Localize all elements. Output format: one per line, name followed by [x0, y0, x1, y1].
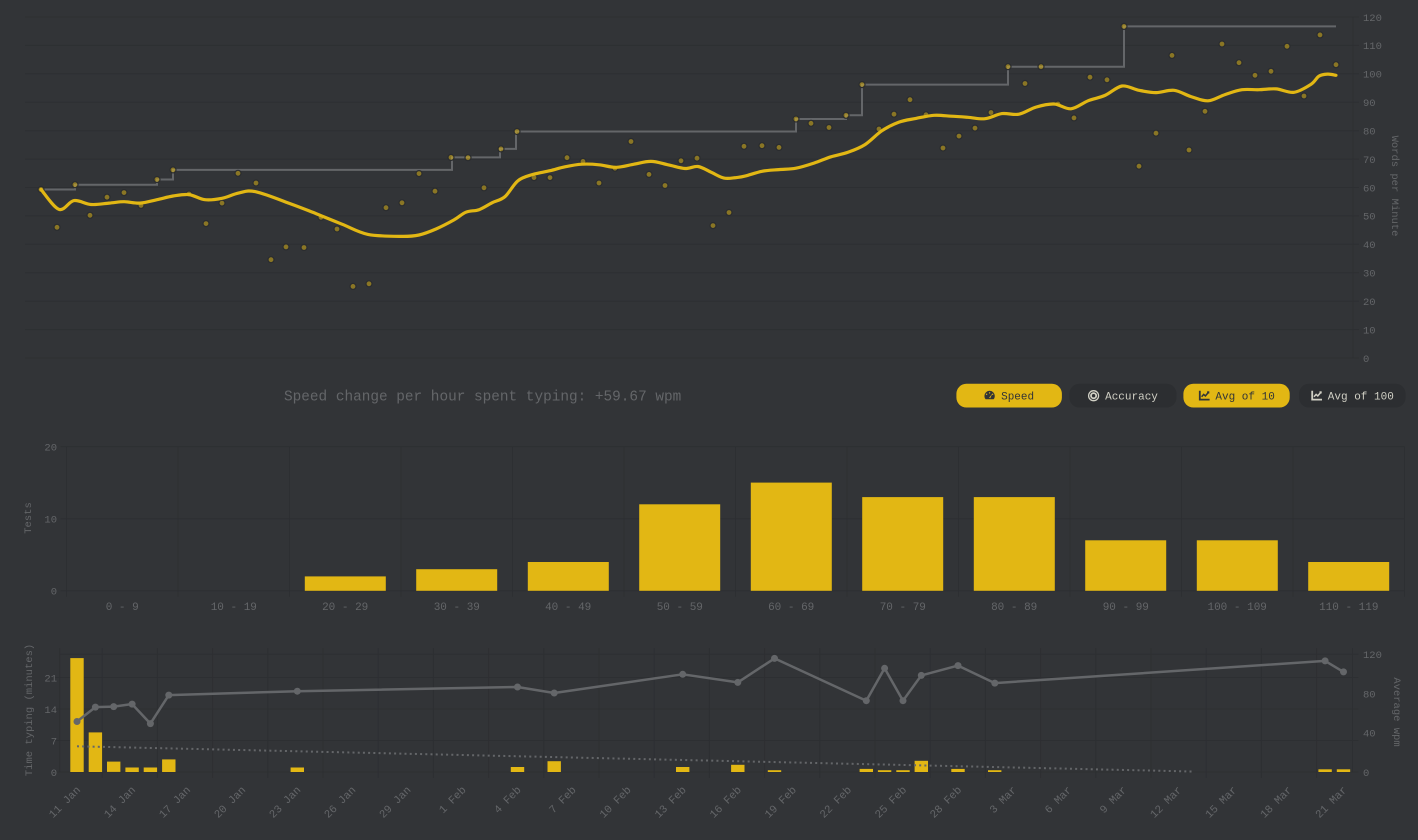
svg-text:22 Feb: 22 Feb	[818, 785, 854, 821]
svg-text:15 Mar: 15 Mar	[1204, 785, 1240, 821]
svg-text:20 Jan: 20 Jan	[213, 785, 249, 821]
svg-text:13 Feb: 13 Feb	[653, 785, 689, 821]
svg-text:50 - 59: 50 - 59	[657, 602, 703, 614]
svg-text:23 Jan: 23 Jan	[268, 785, 304, 821]
svg-text:60: 60	[1363, 183, 1376, 195]
svg-text:100 - 109: 100 - 109	[1207, 602, 1266, 614]
svg-text:0 - 9: 0 - 9	[106, 602, 139, 614]
svg-text:70: 70	[1363, 155, 1376, 167]
svg-text:Words per Minute: Words per Minute	[1388, 136, 1400, 237]
svg-text:17 Jan: 17 Jan	[157, 785, 193, 821]
svg-text:0: 0	[51, 587, 57, 599]
svg-text:120: 120	[1363, 650, 1382, 662]
svg-text:20: 20	[44, 442, 57, 454]
svg-text:110: 110	[1363, 41, 1382, 53]
svg-text:10 Feb: 10 Feb	[598, 785, 634, 821]
svg-text:30: 30	[1363, 269, 1376, 281]
svg-text:80 - 89: 80 - 89	[991, 602, 1037, 614]
svg-text:1 Feb: 1 Feb	[437, 785, 469, 817]
svg-text:0: 0	[1363, 354, 1369, 366]
svg-text:70 - 79: 70 - 79	[880, 602, 926, 614]
svg-text:12 Mar: 12 Mar	[1149, 785, 1185, 821]
svg-text:7: 7	[51, 736, 57, 748]
svg-text:14 Jan: 14 Jan	[102, 785, 138, 821]
svg-text:10: 10	[44, 515, 57, 527]
svg-text:0: 0	[51, 768, 57, 780]
svg-text:Average wpm: Average wpm	[1390, 677, 1402, 746]
svg-text:6 Mar: 6 Mar	[1043, 785, 1075, 817]
svg-text:4 Feb: 4 Feb	[492, 785, 524, 817]
svg-text:26 Jan: 26 Jan	[323, 785, 359, 821]
svg-text:80: 80	[1363, 689, 1376, 701]
svg-text:90 - 99: 90 - 99	[1103, 602, 1149, 614]
svg-text:21: 21	[44, 673, 57, 685]
svg-text:90: 90	[1363, 98, 1376, 110]
svg-text:21 Mar: 21 Mar	[1314, 785, 1350, 821]
svg-text:7 Feb: 7 Feb	[548, 785, 580, 817]
svg-text:20 - 29: 20 - 29	[322, 602, 368, 614]
svg-text:Speed: Speed	[1001, 392, 1034, 404]
svg-text:28 Feb: 28 Feb	[928, 785, 964, 821]
svg-text:80: 80	[1363, 127, 1376, 139]
svg-text:Time typing (minutes): Time typing (minutes)	[24, 644, 36, 776]
svg-text:120: 120	[1363, 13, 1382, 25]
svg-text:40: 40	[1363, 240, 1376, 252]
svg-text:30 - 39: 30 - 39	[434, 602, 480, 614]
svg-text:110 - 119: 110 - 119	[1319, 602, 1378, 614]
svg-text:40: 40	[1363, 729, 1376, 741]
svg-text:40 - 49: 40 - 49	[545, 602, 591, 614]
svg-text:10 - 19: 10 - 19	[211, 602, 257, 614]
svg-text:3 Mar: 3 Mar	[988, 785, 1020, 817]
svg-text:19 Feb: 19 Feb	[763, 785, 799, 821]
svg-text:Avg of 100: Avg of 100	[1328, 392, 1394, 404]
svg-text:Avg of 10: Avg of 10	[1215, 392, 1274, 404]
svg-text:50: 50	[1363, 212, 1376, 224]
svg-text:Tests: Tests	[23, 502, 35, 534]
svg-text:25 Feb: 25 Feb	[873, 785, 909, 821]
svg-text:14: 14	[44, 705, 57, 717]
svg-text:Accuracy: Accuracy	[1105, 392, 1158, 404]
svg-text:29 Jan: 29 Jan	[378, 785, 414, 821]
svg-text:20: 20	[1363, 297, 1376, 309]
svg-text:10: 10	[1363, 325, 1376, 337]
svg-text:11 Jan: 11 Jan	[47, 785, 83, 821]
svg-text:18 Mar: 18 Mar	[1259, 785, 1295, 821]
svg-text:0: 0	[1363, 768, 1369, 780]
svg-text:9 Mar: 9 Mar	[1098, 785, 1130, 817]
svg-text:16 Feb: 16 Feb	[708, 785, 744, 821]
svg-text:100: 100	[1363, 70, 1382, 82]
svg-text:60 - 69: 60 - 69	[768, 602, 814, 614]
svg-text:Speed change per hour spent ty: Speed change per hour spent typing: +59.…	[284, 390, 681, 406]
